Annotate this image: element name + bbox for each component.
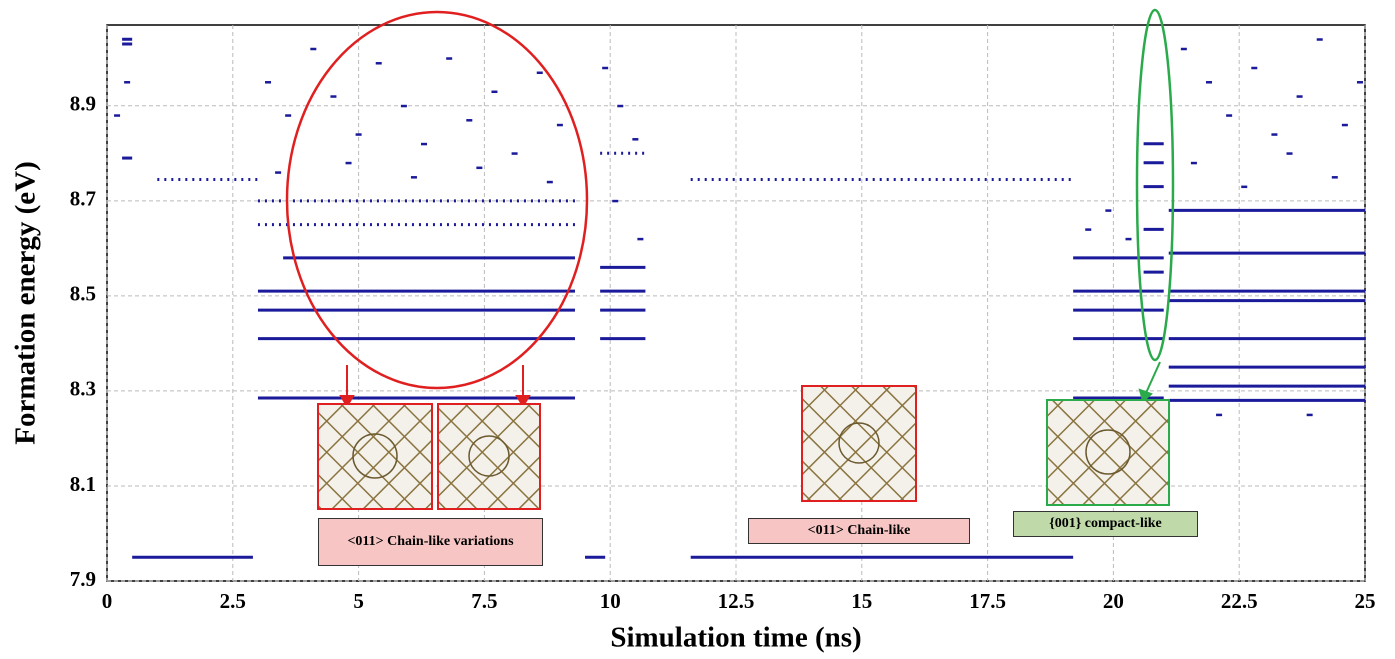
point — [265, 81, 271, 84]
point — [1191, 162, 1197, 165]
point — [346, 162, 352, 165]
y-tick-label: 8.9 — [70, 92, 96, 116]
point — [1216, 414, 1222, 417]
point — [512, 152, 518, 155]
highlight-ellipse — [287, 12, 587, 388]
point — [275, 171, 281, 174]
point — [617, 105, 623, 108]
x-tick-label: 12.5 — [718, 589, 755, 613]
point — [1251, 67, 1257, 70]
x-tick-label: 22.5 — [1221, 589, 1258, 613]
point — [1085, 228, 1091, 231]
point — [1307, 414, 1313, 417]
y-tick-label: 8.5 — [70, 282, 96, 306]
point — [1105, 209, 1111, 212]
x-tick-label: 25 — [1355, 589, 1376, 613]
annotation-box: <011> Chain-like variations — [318, 518, 543, 566]
x-tick-label: 17.5 — [969, 589, 1006, 613]
point — [1241, 186, 1247, 189]
point — [411, 176, 417, 179]
x-tick-label: 15 — [851, 589, 872, 613]
point — [1317, 38, 1323, 41]
x-tick-label: 20 — [1103, 589, 1124, 613]
point — [1271, 133, 1277, 136]
point — [1125, 238, 1131, 241]
point — [330, 95, 336, 98]
x-tick-label: 7.5 — [471, 589, 497, 613]
point — [1332, 176, 1338, 179]
y-axis-title: Formation energy (eV) — [10, 161, 42, 444]
y-tick-label: 8.1 — [70, 472, 96, 496]
arrows — [1140, 362, 1160, 401]
annotation-box: {001} compact-like — [1013, 511, 1198, 537]
point — [466, 119, 472, 122]
point — [537, 72, 543, 75]
point — [1297, 95, 1303, 98]
point — [356, 133, 362, 136]
point — [637, 238, 643, 241]
y-tick-label: 7.9 — [70, 567, 96, 591]
point — [1226, 114, 1232, 117]
y-tick-label: 8.3 — [70, 377, 96, 401]
point — [446, 57, 452, 60]
point — [114, 114, 120, 117]
point — [1287, 152, 1293, 155]
point — [476, 167, 482, 170]
point — [401, 105, 407, 108]
x-tick-label: 5 — [353, 589, 364, 613]
point — [285, 114, 291, 117]
point — [124, 81, 130, 84]
point — [1357, 81, 1363, 84]
point — [1206, 81, 1212, 84]
point — [547, 181, 553, 184]
point — [632, 138, 638, 141]
highlight-ellipse — [1137, 10, 1173, 360]
point — [310, 48, 316, 51]
point — [376, 62, 382, 64]
structure-images — [318, 386, 1169, 509]
point — [491, 91, 497, 94]
x-tick-label: 0 — [102, 589, 113, 613]
point — [1181, 48, 1187, 51]
point — [1342, 124, 1348, 127]
point — [421, 143, 427, 146]
point — [557, 124, 563, 127]
x-tick-label: 10 — [600, 589, 621, 613]
page: {"chart_data": {"type": "scatter", "x_la… — [0, 0, 1395, 659]
x-tick-label: 2.5 — [220, 589, 246, 613]
point — [602, 67, 608, 70]
chart: Simulation time (ns) Formation energy (e… — [0, 0, 1395, 659]
y-tick-label: 8.7 — [70, 187, 96, 211]
annotation-box: <011> Chain-like — [748, 518, 970, 544]
x-axis-title: Simulation time (ns) — [610, 622, 861, 654]
point — [612, 200, 618, 203]
